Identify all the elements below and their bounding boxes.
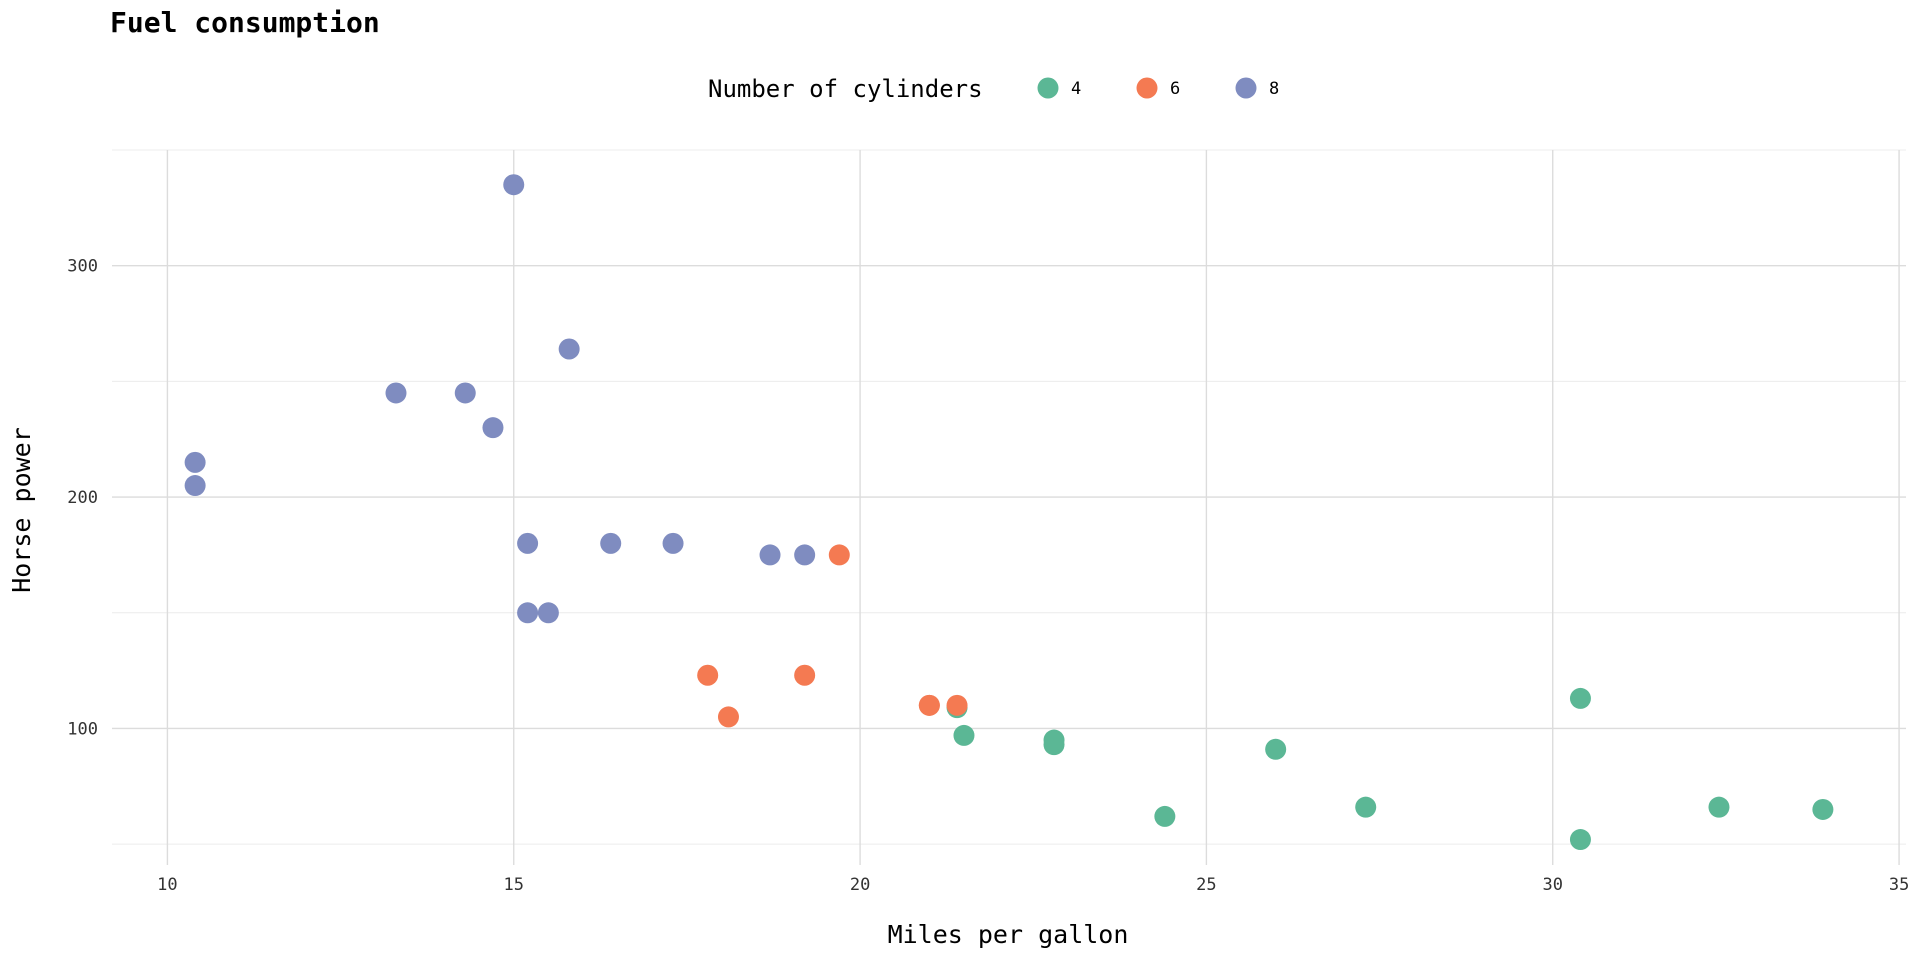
data-point-cyl-4 <box>1043 729 1065 751</box>
data-point-cyl-6 <box>697 664 719 686</box>
data-point-cyl-8 <box>558 338 580 360</box>
data-point-cyl-8 <box>517 602 539 624</box>
x-axis-ticks: 10 15 20 25 30 35 <box>157 875 1909 895</box>
y-tick-label: 100 <box>67 719 98 739</box>
data-point-cyl-8 <box>454 382 476 404</box>
data-point-cyl-4 <box>1265 738 1287 760</box>
data-point-cyl-4 <box>1355 796 1377 818</box>
y-axis-label: Horse power <box>7 427 36 593</box>
data-point-cyl-8 <box>184 451 206 473</box>
data-point-cyl-8 <box>385 382 407 404</box>
minor-gridlines <box>112 149 1906 845</box>
data-point-cyl-6 <box>828 544 850 566</box>
major-gridlines <box>112 150 1906 865</box>
x-tick-label: 20 <box>850 875 870 895</box>
legend-label-8: 8 <box>1269 79 1279 99</box>
data-point-cyl-6 <box>794 664 816 686</box>
data-point-cyl-6 <box>946 694 968 716</box>
y-axis-ticks: 100 200 300 <box>67 257 98 740</box>
legend-swatch-4 <box>1037 77 1059 99</box>
data-point-cyl-8 <box>662 532 684 554</box>
data-point-cyl-4 <box>1569 687 1591 709</box>
data-points <box>184 174 1834 851</box>
x-axis-label: Miles per gallon <box>888 920 1129 949</box>
data-point-cyl-6 <box>717 706 739 728</box>
y-tick-label: 200 <box>67 488 98 508</box>
chart-title: Fuel consumption <box>110 6 380 39</box>
data-point-cyl-8 <box>537 602 559 624</box>
data-point-cyl-4 <box>953 724 975 746</box>
legend-label-4: 4 <box>1071 79 1081 99</box>
legend-swatch-8 <box>1235 77 1257 99</box>
data-point-cyl-8 <box>503 174 525 196</box>
y-tick-label: 300 <box>67 257 98 277</box>
data-point-cyl-8 <box>794 544 816 566</box>
data-point-cyl-4 <box>1154 805 1176 827</box>
x-tick-label: 10 <box>157 875 177 895</box>
data-point-cyl-4 <box>1569 829 1591 851</box>
data-point-cyl-8 <box>184 475 206 497</box>
x-tick-label: 30 <box>1542 875 1562 895</box>
legend: Number of cylinders 4 6 8 <box>708 75 1279 103</box>
data-point-cyl-8 <box>482 417 504 439</box>
legend-label-6: 6 <box>1170 79 1180 99</box>
data-point-cyl-8 <box>600 532 622 554</box>
data-point-cyl-8 <box>759 544 781 566</box>
x-tick-label: 25 <box>1196 875 1216 895</box>
data-point-cyl-8 <box>517 532 539 554</box>
data-point-cyl-6 <box>918 694 940 716</box>
x-tick-label: 35 <box>1889 875 1909 895</box>
data-point-cyl-4 <box>1708 796 1730 818</box>
data-point-cyl-4 <box>1812 798 1834 820</box>
legend-title: Number of cylinders <box>708 75 983 103</box>
legend-swatch-6 <box>1136 77 1158 99</box>
x-tick-label: 15 <box>504 875 524 895</box>
